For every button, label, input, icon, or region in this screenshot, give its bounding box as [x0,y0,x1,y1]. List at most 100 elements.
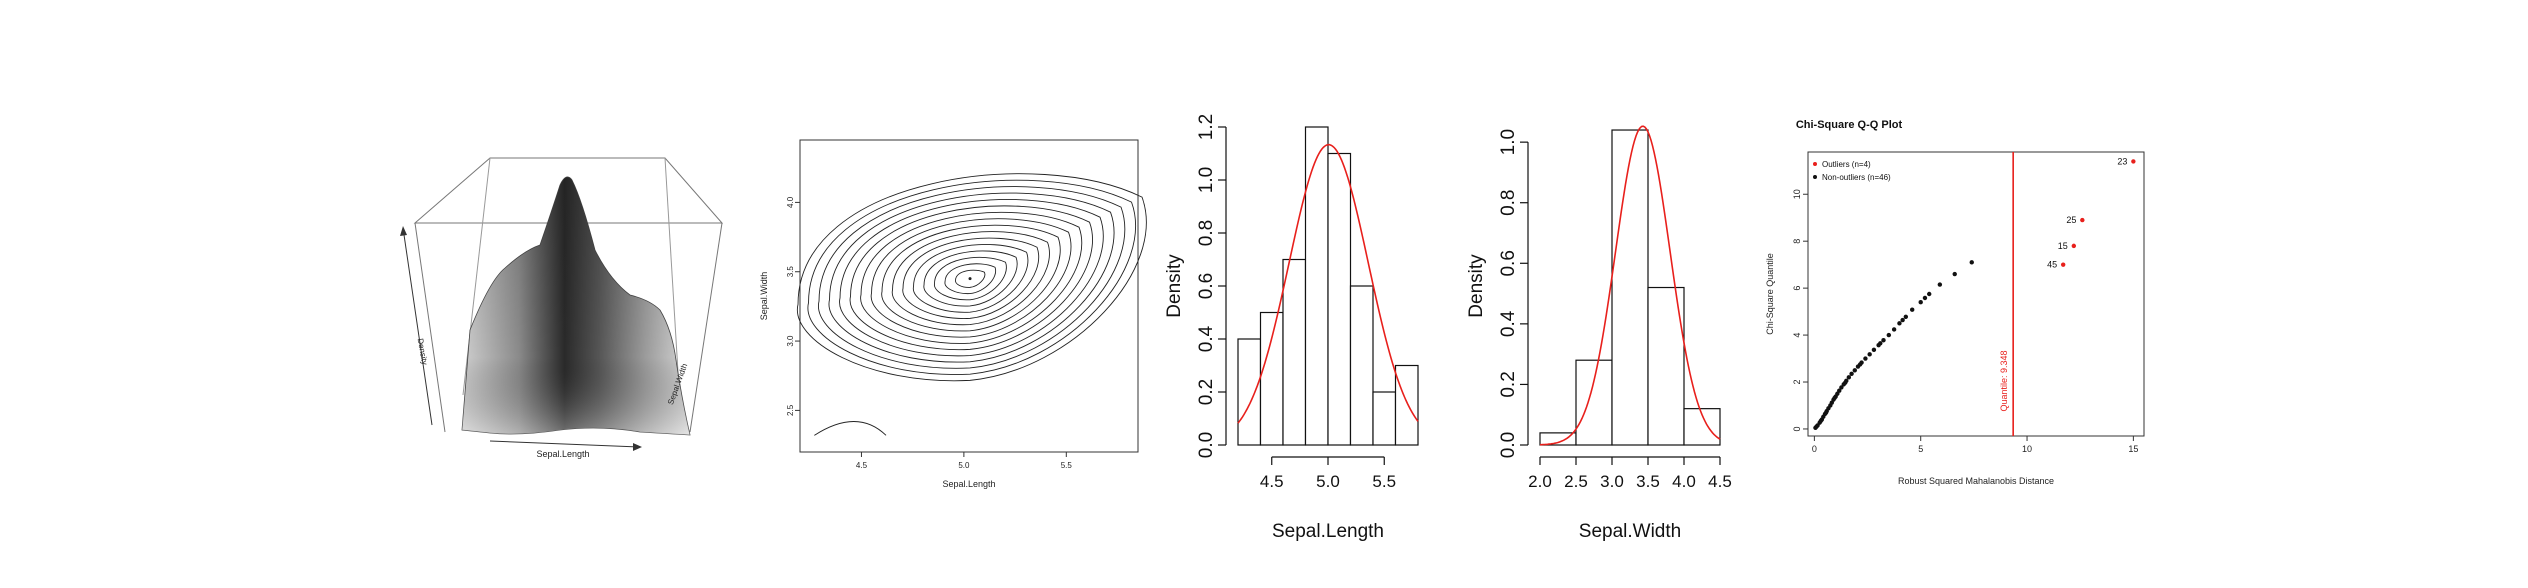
qq-plot-frame [1807,151,2145,437]
non-outlier-point [1871,347,1877,353]
non-outlier-point [1952,271,1957,277]
y-tick-label: 4.0 [786,196,795,208]
contour-line [891,231,1050,326]
legend-outlier-label: Outliers (n=4) [1822,160,1871,169]
non-outlier-point [1846,375,1852,380]
y-tick-label: 0.0 [1498,432,1519,458]
y-tick-label: 0.8 [1498,190,1519,216]
y-tick-label: 0.0 [1196,432,1217,458]
histogram-bar [1259,311,1284,446]
y-tick-label: 3.5 [786,266,795,278]
y-tick-label: 2.5 [786,404,795,416]
non-outlier-point [1900,317,1905,323]
y-tick-label: 2 [1792,380,1802,385]
legend-nonoutlier-marker [1813,175,1817,179]
contour-line [860,212,1083,344]
non-outlier-point [1839,385,1844,390]
y-tick-label: 6 [1792,286,1802,291]
histogram-xlabel: Sepal.Width [1579,521,1681,542]
contour-ylabel: Sepal.Width [759,272,769,321]
x-tick-label: 4.5 [1708,472,1732,491]
contour-line [807,179,1137,375]
cutoff-label: Quantile: 9.348 [1999,350,2009,411]
y-tick-label: 3.0 [786,335,795,347]
contour-axis-ticks: 4.5 5.0 5.5 2.5 3.0 3.5 4.0 [786,196,1072,470]
histogram-sepal-width-panel: 0.0 0.2 0.4 0.6 0.8 1.0 2.0 2.5 3.0 3.5 4.0 4.5 Sepa… [1466,125,1732,542]
histogram-bar [1575,359,1613,446]
x-tick-label: 5.0 [1316,472,1340,491]
qq-plot-title: Chi-Square Q-Q Plot [1796,119,1903,131]
non-outlier-point [1863,356,1868,361]
y-tick-label: 0.6 [1196,273,1217,299]
contour-plot-panel: 4.5 5.0 5.5 2.5 3.0 3.5 4.0 Sepal.Length Sepal… [759,139,1147,489]
non-outlier-point [1857,362,1863,367]
qq-legend: Outliers (n=4) Non-outliers (n=46) [1813,160,1891,182]
histogram-bar [1372,391,1397,446]
x-tick-label: 15 [2128,444,2138,454]
histogram-sepal-length-panel: 0.0 0.2 0.4 0.6 0.8 1.0 1.2 4.5 5.0 5.5 Sepal.Leng… [1164,114,1419,542]
arrow-head-icon [633,443,642,451]
non-outlier-point [1818,418,1823,424]
histogram-bar [1282,258,1307,446]
histogram-bar [1327,152,1352,446]
contour-line [818,186,1126,369]
non-outlier-point [1878,341,1883,346]
outlier-point [2060,262,2066,267]
y-tick-label: 0.2 [1196,379,1217,405]
x-tick-label: 3.5 [1636,472,1660,491]
contour-line [944,263,997,295]
qq-xlabel: Robust Squared Mahalanobis Distance [1898,476,2054,486]
sepal-length-axis-arrow [489,440,641,448]
non-outlier-point [1832,395,1837,401]
outlier-label: 23 [2117,156,2127,166]
contour-plot-frame [799,139,1139,453]
x-tick-label: 3.0 [1600,472,1624,491]
legend-outlier-marker [1813,162,1817,166]
outlier-label: 25 [2066,215,2076,225]
non-outlier-point [1969,260,1974,265]
contour-lines [796,173,1147,436]
contour-line [934,256,1007,301]
outlier-label: 15 [2058,241,2068,251]
histogram-bar [1394,364,1419,446]
non-outlier-point [1918,300,1923,305]
contour-xlabel: Sepal.Length [942,479,995,489]
surface-box-edge [689,222,723,433]
histogram-bar [1611,129,1649,446]
y-tick-label: 1.0 [1498,129,1519,155]
y-tick-label: 4 [1792,333,1802,338]
contour-peak-marker [968,277,972,281]
qq-ylabel: Chi-Square Quantile [1765,253,1775,335]
arrow-head-icon [400,226,407,236]
x-tick-label: 2.5 [1564,472,1588,491]
y-tick-label: 0.6 [1498,250,1519,276]
surface-plot-panel: Density Sepal.Length Sepal.Width [400,157,724,459]
surface-shading [462,176,690,435]
non-outlier-point [1922,295,1928,301]
non-outlier-point [1927,291,1932,297]
x-tick-label: 2.0 [1528,472,1552,491]
y-tick-label: 0.2 [1498,371,1519,397]
x-tick-label: 4.5 [1260,472,1284,491]
x-tick-label: 5.0 [958,461,970,470]
surface-zlabel: Density [416,338,429,366]
non-outlier-point [1937,282,1943,287]
surface-xlabel: Sepal.Length [536,449,589,459]
contour-line [923,250,1018,307]
x-tick-label: 0 [1812,444,1817,454]
histogram-bar [1349,285,1374,446]
x-tick-label: 5.5 [1372,472,1396,491]
y-tick-label: 0.4 [1196,325,1217,352]
histogram-bar [1647,286,1685,446]
x-tick-label: 5.5 [1061,461,1073,470]
non-outlier-point [1897,321,1902,326]
outlier-point [2071,243,2077,249]
contour-line [849,205,1093,351]
density-axis-arrow [402,227,433,426]
outlier-label: 45 [2047,260,2057,270]
contour-line [881,224,1061,332]
x-tick-label: 4.5 [856,461,868,470]
contour-line [870,218,1072,338]
